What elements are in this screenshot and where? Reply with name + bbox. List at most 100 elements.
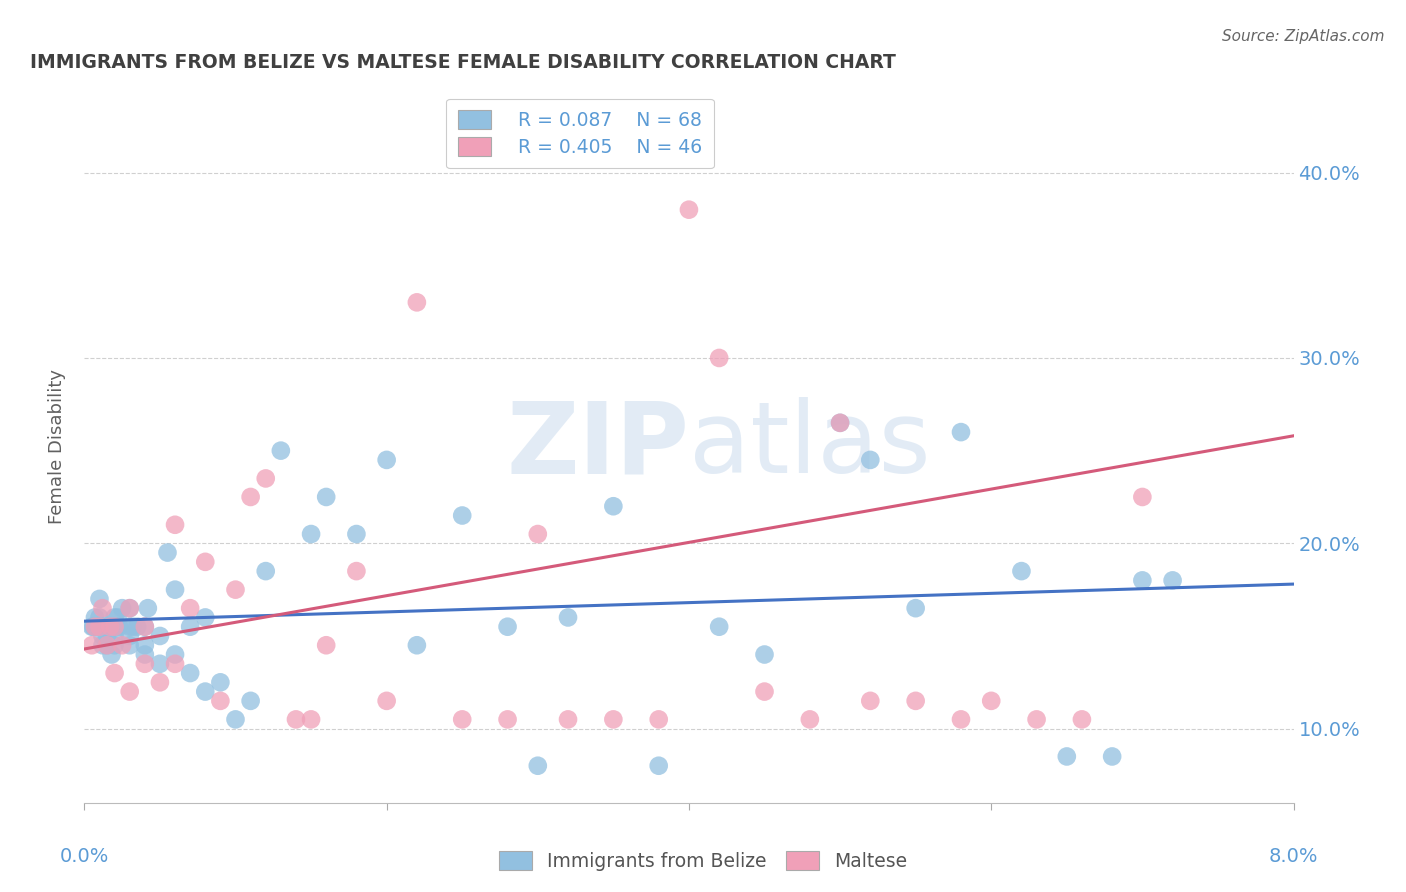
Immigrants from Belize — [1161, 574, 1184, 588]
Immigrants from Belize — [104, 638, 127, 652]
Maltese — [80, 638, 103, 652]
Immigrants from Belize — [315, 490, 337, 504]
Immigrants from Belize — [134, 620, 156, 634]
Maltese — [1025, 712, 1047, 726]
Immigrants from Belize — [451, 508, 474, 523]
Immigrants from Belize — [97, 620, 120, 634]
Maltese — [299, 712, 322, 726]
Text: atlas: atlas — [689, 398, 931, 494]
Immigrants from Belize — [950, 425, 973, 439]
Immigrants from Belize — [86, 620, 108, 634]
Immigrants from Belize — [375, 453, 398, 467]
Legend:   R = 0.087    N = 68,   R = 0.405    N = 46: R = 0.087 N = 68, R = 0.405 N = 46 — [447, 99, 714, 169]
Immigrants from Belize — [121, 620, 143, 634]
Maltese — [315, 638, 337, 652]
Immigrants from Belize — [149, 629, 172, 643]
Text: IMMIGRANTS FROM BELIZE VS MALTESE FEMALE DISABILITY CORRELATION CHART: IMMIGRANTS FROM BELIZE VS MALTESE FEMALE… — [30, 54, 896, 72]
Maltese — [285, 712, 308, 726]
Immigrants from Belize — [82, 620, 104, 634]
Immigrants from Belize — [89, 610, 111, 624]
Immigrants from Belize — [165, 648, 187, 662]
Immigrants from Belize — [179, 620, 201, 634]
Immigrants from Belize — [179, 666, 201, 681]
Immigrants from Belize — [557, 610, 579, 624]
Immigrants from Belize — [165, 582, 187, 597]
Maltese — [118, 684, 141, 698]
Maltese — [239, 490, 262, 504]
Immigrants from Belize — [1056, 749, 1078, 764]
Maltese — [1071, 712, 1094, 726]
Immigrants from Belize — [93, 620, 115, 634]
Maltese — [346, 564, 368, 578]
Maltese — [98, 620, 121, 634]
Immigrants from Belize — [134, 638, 156, 652]
Maltese — [165, 517, 187, 532]
Immigrants from Belize — [709, 620, 731, 634]
Immigrants from Belize — [830, 416, 852, 430]
Immigrants from Belize — [108, 620, 131, 634]
Immigrants from Belize — [98, 620, 121, 634]
Text: Source: ZipAtlas.com: Source: ZipAtlas.com — [1222, 29, 1385, 45]
Maltese — [111, 638, 134, 652]
Maltese — [830, 416, 852, 430]
Maltese — [527, 527, 550, 541]
Immigrants from Belize — [91, 629, 114, 643]
Maltese — [799, 712, 821, 726]
Immigrants from Belize — [209, 675, 232, 690]
Immigrants from Belize — [859, 453, 882, 467]
Text: ZIP: ZIP — [506, 398, 689, 494]
Immigrants from Belize — [754, 648, 776, 662]
Text: 0.0%: 0.0% — [59, 847, 110, 866]
Immigrants from Belize — [118, 629, 141, 643]
Maltese — [678, 202, 700, 217]
Maltese — [225, 582, 247, 597]
Immigrants from Belize — [107, 610, 129, 624]
Text: 8.0%: 8.0% — [1268, 847, 1319, 866]
Immigrants from Belize — [156, 545, 179, 559]
Immigrants from Belize — [118, 601, 141, 615]
Immigrants from Belize — [96, 629, 118, 643]
Maltese — [118, 601, 141, 615]
Immigrants from Belize — [1011, 564, 1033, 578]
Maltese — [134, 657, 156, 671]
Immigrants from Belize — [406, 638, 429, 652]
Maltese — [904, 694, 927, 708]
Immigrants from Belize — [80, 620, 103, 634]
Immigrants from Belize — [496, 620, 519, 634]
Immigrants from Belize — [136, 601, 159, 615]
Maltese — [980, 694, 1002, 708]
Immigrants from Belize — [111, 601, 134, 615]
Maltese — [406, 295, 429, 310]
Maltese — [96, 638, 118, 652]
Maltese — [254, 471, 277, 485]
Immigrants from Belize — [118, 638, 141, 652]
Immigrants from Belize — [134, 648, 156, 662]
Maltese — [754, 684, 776, 698]
Maltese — [104, 620, 127, 634]
Maltese — [557, 712, 579, 726]
Immigrants from Belize — [299, 527, 322, 541]
Maltese — [709, 351, 731, 365]
Maltese — [179, 601, 201, 615]
Immigrants from Belize — [104, 610, 127, 624]
Immigrants from Belize — [1101, 749, 1123, 764]
Immigrants from Belize — [91, 638, 114, 652]
Immigrants from Belize — [89, 591, 111, 606]
Maltese — [648, 712, 671, 726]
Maltese — [859, 694, 882, 708]
Maltese — [89, 620, 111, 634]
Immigrants from Belize — [194, 610, 217, 624]
Maltese — [194, 555, 217, 569]
Immigrants from Belize — [1132, 574, 1154, 588]
Immigrants from Belize — [149, 657, 172, 671]
Immigrants from Belize — [84, 610, 107, 624]
Maltese — [451, 712, 474, 726]
Maltese — [149, 675, 172, 690]
Maltese — [375, 694, 398, 708]
Maltese — [1132, 490, 1154, 504]
Immigrants from Belize — [127, 620, 149, 634]
Immigrants from Belize — [100, 648, 122, 662]
Maltese — [165, 657, 187, 671]
Immigrants from Belize — [904, 601, 927, 615]
Immigrants from Belize — [239, 694, 262, 708]
